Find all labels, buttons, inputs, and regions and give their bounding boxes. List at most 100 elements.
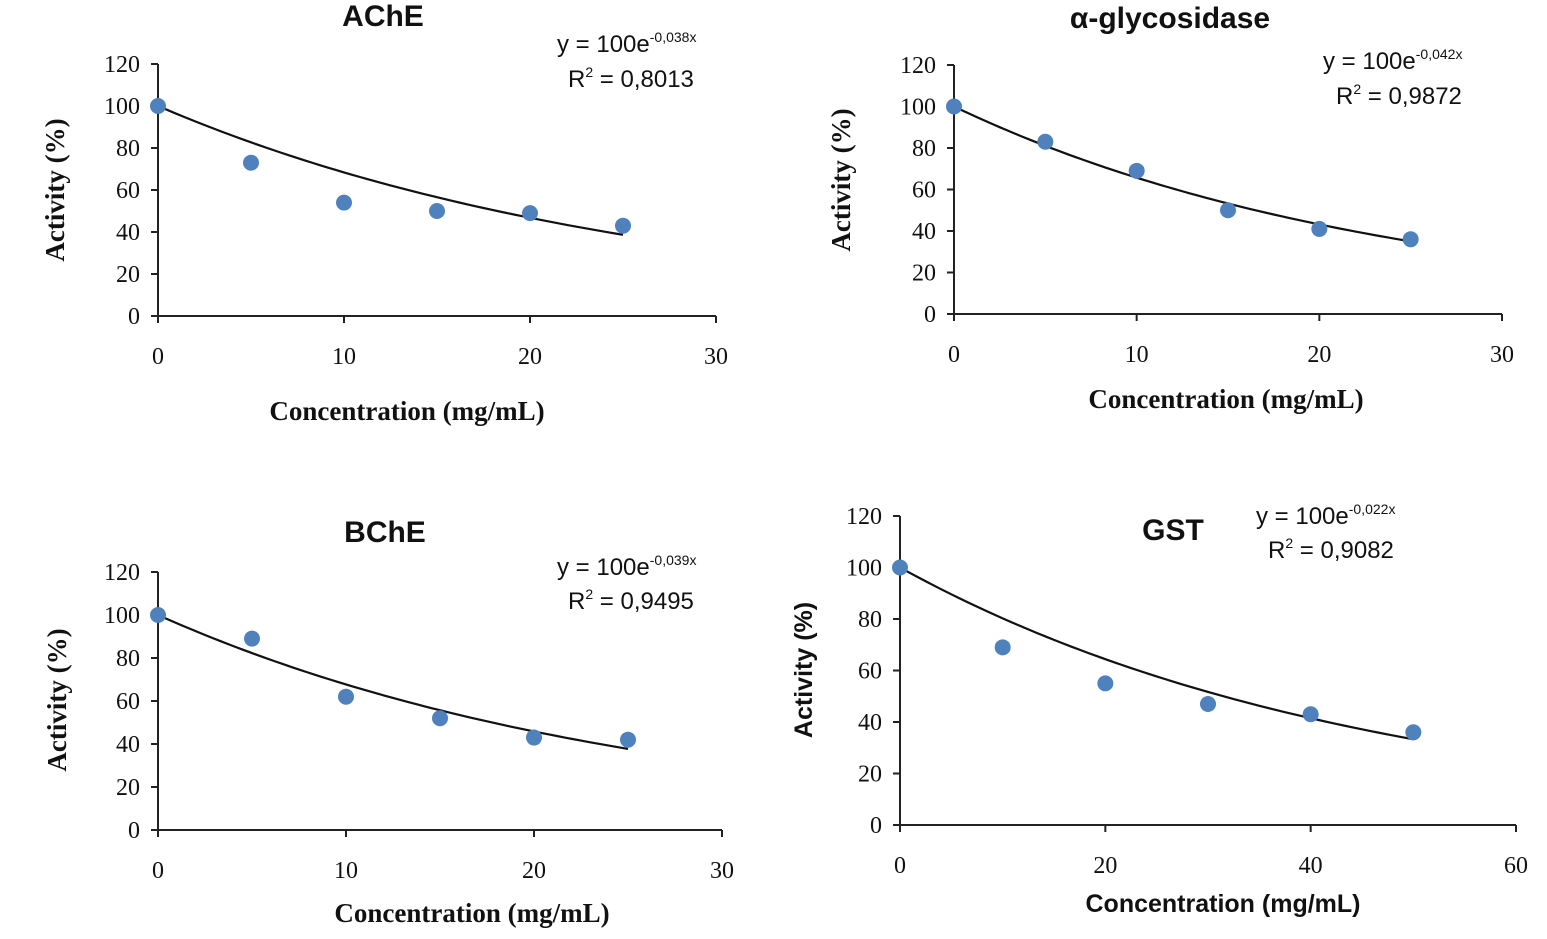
x-tick-labels: 0 10 20 30 <box>152 858 734 884</box>
trendline <box>157 613 629 750</box>
ache-chart: AChE y = 100e-0,038x R2 = 0,8013 0 20 40 60… <box>40 0 728 426</box>
data-point <box>243 154 259 171</box>
y-axis-label: Activity (%) <box>42 628 72 771</box>
x-axis <box>157 315 717 323</box>
chart-panel-ache: AChE y = 100e-0,038x R2 = 0,8013 0 20 40 60… <box>0 0 760 440</box>
data-point <box>1037 133 1054 150</box>
x-tick-label: 0 <box>152 344 164 370</box>
bche-chart: BChE y = 100e-0,039x R2 = 0,9495 0204060… <box>42 516 734 928</box>
r-squared: R2 = 0,9872 <box>1336 81 1462 110</box>
r-squared-symbol: R <box>1336 83 1353 110</box>
x-tick-label: 30 <box>1490 342 1514 368</box>
equation-base: y = 100e <box>1256 503 1349 530</box>
x-axis <box>953 313 1503 321</box>
y-tick-label: 20 <box>116 775 140 801</box>
r-squared: R2 = 0,8013 <box>568 64 694 93</box>
data-point <box>1311 220 1328 237</box>
x-tick-label: 30 <box>710 858 734 884</box>
y-tick-label: 100 <box>104 603 140 629</box>
y-tick-labels: 0 20 40 60 80 100 120 <box>846 504 882 839</box>
y-tick-labels: 0 20 40 60 80 100 120 <box>900 53 936 328</box>
y-tick-label: 20 <box>116 262 140 288</box>
data-point <box>994 639 1011 656</box>
r-squared: R2 = 0,9082 <box>1268 535 1394 564</box>
data-points <box>150 98 631 234</box>
y-tick-label: 60 <box>858 659 882 685</box>
y-tick-label: 40 <box>858 710 882 736</box>
x-tick-label: 10 <box>1125 342 1149 368</box>
x-axis-label: Concentration (mg/mL) <box>334 898 609 928</box>
x-tick-labels: 0 10 20 30 <box>152 344 728 370</box>
data-point <box>1220 202 1236 219</box>
y-tick-label: 40 <box>116 732 140 758</box>
r-squared-sup: 2 <box>1353 81 1361 97</box>
chart-panel-bche: BChE y = 100e-0,039x R2 = 0,9495 0 20 40 60… <box>0 480 760 935</box>
r-squared-value: = 0,8013 <box>593 66 694 93</box>
x-tick-label: 0 <box>152 858 164 884</box>
y-tick-label: 40 <box>116 220 140 246</box>
chart-panel-alpha-glycosidase: α-glycosidase y = 100e-0,042x R2 = 0,987… <box>780 0 1540 440</box>
data-point <box>150 607 166 623</box>
data-point <box>1097 675 1114 692</box>
x-tick-label: 20 <box>1093 853 1117 879</box>
data-points <box>892 559 1422 741</box>
x-tick-label: 0 <box>948 342 960 368</box>
y-tick-label: 80 <box>116 136 140 162</box>
r-squared: R2 = 0,9495 <box>568 586 694 615</box>
equation-base: y = 100e <box>557 554 650 581</box>
y-tick-label: 100 <box>900 95 936 121</box>
data-point <box>1405 724 1422 741</box>
y-tick-label: 40 <box>912 219 936 245</box>
y-tick-label: 80 <box>116 646 140 672</box>
chart-title: AChE <box>342 0 424 33</box>
r-squared-value: = 0,9082 <box>1293 537 1394 564</box>
x-tick-label: 40 <box>1299 853 1323 879</box>
y-axis-label: Activity (%) <box>40 118 70 261</box>
r-squared-symbol: R <box>568 588 585 615</box>
equation-base: y = 100e <box>1323 48 1416 75</box>
x-tick-label: 20 <box>1307 342 1331 368</box>
data-point <box>432 710 448 727</box>
y-tick-label: 80 <box>912 136 936 162</box>
y-tick-label: 20 <box>858 762 882 788</box>
data-point <box>1402 231 1419 248</box>
y-tick-label: 80 <box>858 607 882 633</box>
y-tick-label: 120 <box>846 504 882 530</box>
trendline-equation: y = 100e-0,022x <box>1256 501 1395 530</box>
y-tick-label: 60 <box>116 178 140 204</box>
r-squared-symbol: R <box>1268 537 1285 564</box>
x-tick-label: 0 <box>894 853 906 879</box>
y-tick-label: 0 <box>870 813 882 839</box>
x-axis-label: Concentration (mg/mL) <box>1086 890 1361 918</box>
data-point <box>620 731 636 748</box>
x-tick-labels: 0 20 40 60 <box>894 853 1528 879</box>
trendline-equation: y = 100e-0,039x <box>557 552 696 581</box>
equation-exponent: -0,042x <box>1416 46 1463 62</box>
y-tick-label: 60 <box>116 689 140 715</box>
r-squared-sup: 2 <box>585 64 593 80</box>
equation-exponent: -0,038x <box>650 29 697 45</box>
x-tick-label: 20 <box>518 344 542 370</box>
y-tick-labels: 0 20 40 60 80 100 120 <box>104 560 140 844</box>
data-points <box>150 607 636 748</box>
gst-chart: GST y = 100e-0,022x R2 = 0,9082 02040608… <box>790 501 1528 918</box>
data-point <box>946 98 962 115</box>
x-axis-label: Concentration (mg/mL) <box>1088 384 1363 414</box>
y-tick-label: 120 <box>104 560 140 586</box>
data-point <box>244 630 260 647</box>
x-axis <box>899 824 1517 832</box>
data-point <box>338 688 354 705</box>
chart-panel-gst: GST y = 100e-0,022x R2 = 0,9082 0 20 40 60 8… <box>780 480 1540 935</box>
data-point <box>522 205 538 222</box>
equation-exponent: -0,039x <box>650 552 697 568</box>
x-tick-label: 30 <box>704 344 728 370</box>
data-point <box>429 203 445 219</box>
data-point <box>1200 695 1216 712</box>
data-point <box>892 559 908 576</box>
x-axis <box>157 829 723 837</box>
y-tick-label: 120 <box>104 52 140 78</box>
trendline-equation: y = 100e-0,038x <box>557 29 696 58</box>
r-squared-sup: 2 <box>585 586 593 602</box>
equation-base: y = 100e <box>557 31 650 58</box>
r-squared-value: = 0,9495 <box>593 588 694 615</box>
